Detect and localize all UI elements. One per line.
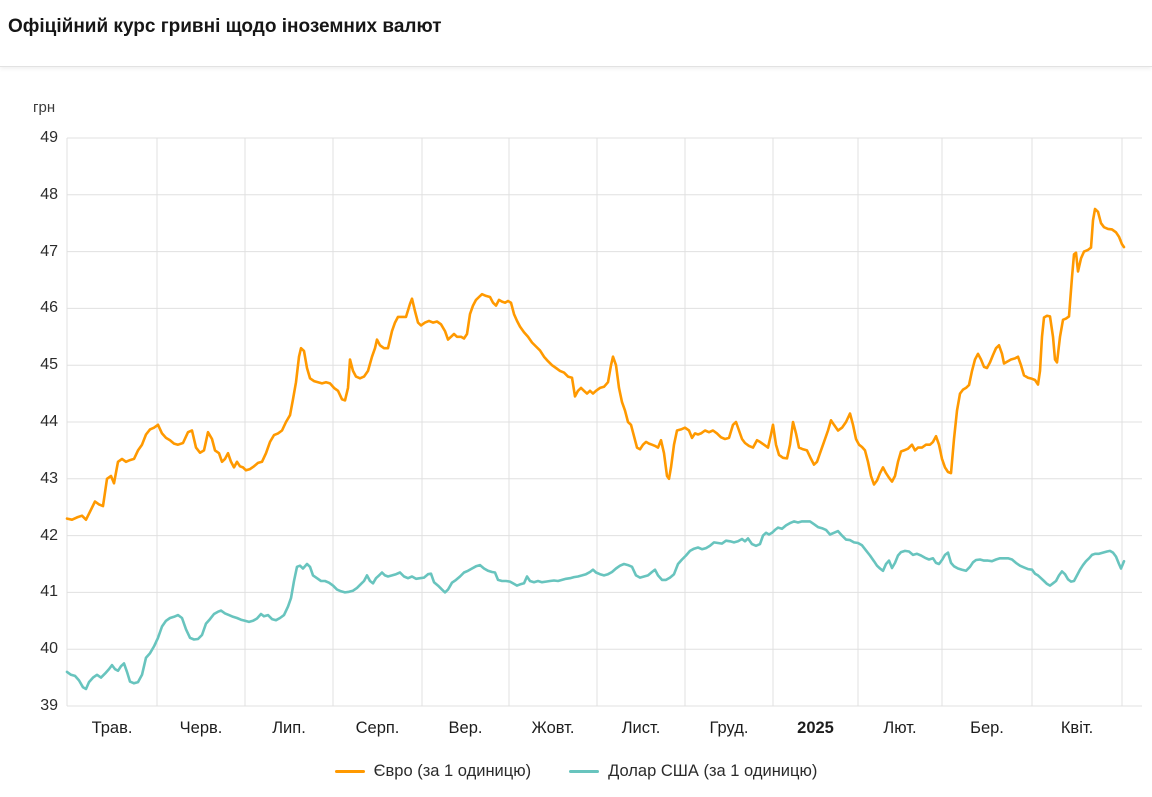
y-tick-label: 44 xyxy=(40,413,58,430)
y-tick-label: 41 xyxy=(40,583,58,601)
series-line-1 xyxy=(65,520,1126,691)
x-tick-label-Черв.: Черв. xyxy=(179,719,223,737)
x-tick-label-Жовт.: Жовт. xyxy=(531,719,575,737)
x-tick-label-Лип.: Лип. xyxy=(272,719,306,737)
x-tick-label-Груд.: Груд. xyxy=(709,719,749,737)
page-header: Офіційний курс гривні щодо іноземних вал… xyxy=(0,0,1152,67)
y-tick-label: 46 xyxy=(40,299,58,317)
y-tick-label: 39 xyxy=(40,697,58,714)
y-tick-label: 42 xyxy=(40,526,58,544)
series-line-0 xyxy=(65,207,1126,522)
x-tick-label-2025: 2025 xyxy=(797,719,834,737)
legend-label-usd: Долар США (за 1 одиницю) xyxy=(608,762,818,780)
x-tick-label-Лист.: Лист. xyxy=(621,719,661,737)
y-tick-label: 40 xyxy=(40,640,58,658)
legend-label-eur: Євро (за 1 одиницю) xyxy=(373,762,532,780)
y-tick-label: 48 xyxy=(40,185,58,203)
y-tick-label: 45 xyxy=(40,356,58,374)
chart-legend: Євро (за 1 одиницю) Долар США (за 1 один… xyxy=(0,762,1152,781)
x-tick-label-Бер.: Бер. xyxy=(970,719,1004,737)
eur-line-swatch xyxy=(334,770,365,773)
y-tick-label: 49 xyxy=(40,129,58,146)
page-title: Офіційний курс гривні щодо іноземних вал… xyxy=(8,16,442,37)
usd-line-swatch xyxy=(569,770,600,773)
x-tick-label-Лют.: Лют. xyxy=(883,719,917,737)
legend-item-eur[interactable]: Євро (за 1 одиницю) xyxy=(334,762,532,781)
x-tick-label-Трав.: Трав. xyxy=(91,719,133,737)
legend-item-usd[interactable]: Долар США (за 1 одиницю) xyxy=(569,762,817,781)
x-tick-label-Вер.: Вер. xyxy=(448,719,483,737)
x-tick-label-Квіт.: Квіт. xyxy=(1060,719,1094,737)
y-tick-label: 47 xyxy=(40,242,58,260)
y-tick-label: 43 xyxy=(40,469,58,487)
x-tick-label-Серп.: Серп. xyxy=(355,719,400,737)
y-axis-unit-label: грн xyxy=(33,99,56,116)
